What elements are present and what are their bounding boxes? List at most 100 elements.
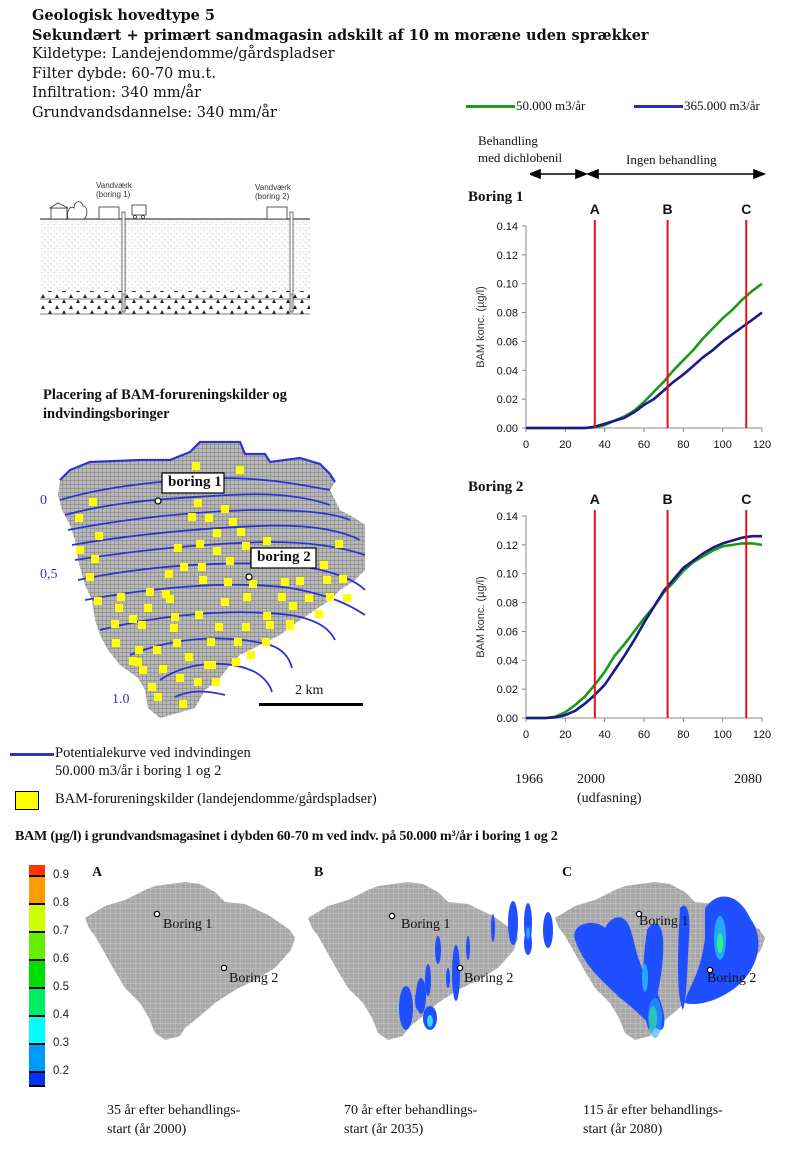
panel-b-caption-line1: 70 år efter behandlings-: [344, 1103, 478, 1118]
boring2-point: [706, 966, 714, 974]
bam-source-square: [263, 612, 271, 620]
boring2-label: boring 2: [257, 549, 311, 565]
bam-source-square: [224, 578, 232, 586]
panel-b-caption-line2: start (år 2035): [344, 1122, 424, 1137]
y-tick-label: 0.08: [497, 308, 518, 320]
bam-source-square: [194, 499, 202, 507]
contour-legend-line1: Potentialekurve ved indvindingen: [55, 745, 251, 761]
y-tick-label: 0.14: [497, 511, 518, 523]
y-axis-label: BAM konc. (µg/l): [475, 286, 487, 368]
bam-source-square: [138, 621, 146, 629]
bam-source-square: [192, 462, 200, 470]
colorbar-label: 0.8: [53, 897, 69, 909]
map-title-line1: Placering af BAM-forureningskilder og: [43, 387, 287, 403]
bam-source-square: [76, 546, 84, 554]
bam-source-square: [135, 646, 143, 654]
bam-sources: [75, 462, 351, 708]
panel-a-boring1: Boring 1: [163, 917, 213, 932]
y-tick-label: 0.14: [497, 221, 518, 233]
bam-source-square: [262, 638, 270, 646]
source-location-map: [58, 440, 366, 718]
bam-source-square: [343, 594, 351, 602]
bam-source-square: [153, 646, 161, 654]
panel-c-boring2: Boring 2: [707, 971, 757, 986]
concentration-maps: [85, 882, 765, 1040]
bam-source-square: [111, 620, 119, 628]
treatment-label-line2: med dichlobenil: [478, 150, 563, 165]
colorbar-swatch: [29, 865, 45, 877]
colorbar-swatch: [29, 1017, 45, 1045]
contour-label-0-5: 0,5: [40, 567, 58, 582]
x-tick-label: 20: [559, 439, 571, 451]
colorbar-swatch: [29, 877, 45, 905]
contour-label-1-0: 1.0: [112, 692, 130, 707]
source-legend-label: BAM-forureningskilder (landejendomme/går…: [55, 791, 377, 807]
plume-core: [717, 933, 723, 953]
bam-source-square: [180, 563, 188, 571]
well2-filter: [289, 293, 294, 313]
x-tick-label: 120: [753, 729, 771, 741]
bam-source-square: [247, 651, 255, 659]
bam-source-square: [171, 613, 179, 621]
treatment-period-label: Behandling med dichlobenil: [478, 132, 562, 166]
y-tick-label: 0.12: [497, 540, 518, 552]
bam-source-square: [165, 570, 173, 578]
marker-label-a: A: [590, 201, 600, 217]
x-tick-label: 120: [753, 439, 771, 451]
legend-swatch-green: [466, 105, 515, 108]
model-grid: [85, 882, 295, 1040]
no-treatment-label: Ingen behandling: [626, 152, 717, 167]
boring1-point: [153, 910, 161, 918]
colorbar-swatch: [29, 961, 45, 989]
bam-source-square: [176, 674, 184, 682]
series-line-3650003: [526, 534, 762, 720]
y-tick-label: 0.06: [497, 336, 518, 348]
y-tick-label: 0.12: [497, 250, 518, 262]
bam-source-square: [199, 576, 207, 584]
plume-halo: [642, 964, 648, 992]
plume: [435, 936, 441, 964]
plume: [642, 923, 664, 1030]
chart1-title: Boring 1: [468, 189, 524, 205]
x-tick-label: 80: [677, 729, 689, 741]
bam-source-square: [159, 665, 167, 673]
bam-source-square: [215, 623, 223, 631]
bam-source-square: [207, 638, 215, 646]
no-treatment-arrow: [585, 168, 767, 180]
colorbar-label: 0.5: [53, 981, 69, 993]
bam-source-square: [286, 622, 294, 630]
colorbar-label: 0.6: [53, 953, 69, 965]
boring2-point: [456, 964, 464, 972]
x-tick-label: 100: [713, 729, 731, 741]
panel-b-caption: 70 år efter behandlings- start (år 2035): [344, 1101, 477, 1139]
plume: [524, 931, 532, 955]
bam-source-square: [170, 624, 178, 632]
y-tick-label: 0.10: [497, 279, 518, 291]
bam-source-square: [226, 557, 234, 565]
boring1-point: [388, 912, 396, 920]
bam-source-square: [117, 593, 125, 601]
bam-source-square: [195, 611, 203, 619]
bam-source-square: [94, 597, 102, 605]
bam-source-square: [162, 590, 170, 598]
bam-source-square: [249, 580, 257, 588]
x-tick-label: 40: [599, 729, 611, 741]
well2-label-line2: (boring 2): [255, 192, 290, 201]
bam-source-square: [154, 693, 162, 701]
colorbar-swatch: [29, 1045, 45, 1073]
bam-source-square: [115, 604, 123, 612]
x-tick-label: 100: [713, 439, 731, 451]
bam-source-square: [232, 658, 240, 666]
bam-source-square: [296, 577, 304, 585]
concentration-map-c: [555, 882, 765, 1040]
model-grid: [308, 882, 518, 1040]
bam-source-square: [173, 639, 181, 647]
bam-source-square: [166, 595, 174, 603]
concentration-map-a: [85, 882, 295, 1040]
timeline-2000-note: (udfasning): [577, 791, 642, 806]
marker-label-b: B: [663, 201, 673, 217]
marker-label-a: A: [590, 491, 600, 507]
panel-c-caption-line2: start (år 2080): [583, 1122, 663, 1137]
bam-source-square: [198, 563, 206, 571]
plume: [399, 986, 413, 1030]
